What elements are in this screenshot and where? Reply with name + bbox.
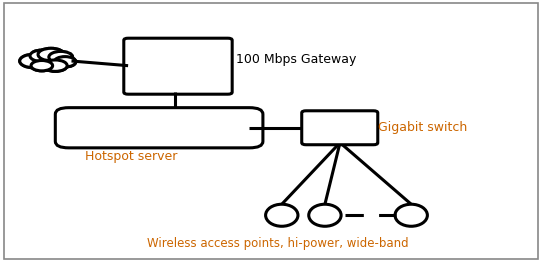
Circle shape: [30, 50, 54, 62]
Circle shape: [54, 57, 76, 67]
FancyBboxPatch shape: [55, 108, 263, 148]
Ellipse shape: [266, 204, 298, 226]
Text: 100 Mbps Gateway: 100 Mbps Gateway: [236, 53, 356, 66]
Circle shape: [20, 54, 48, 68]
Circle shape: [54, 57, 76, 67]
Circle shape: [31, 61, 53, 71]
Text: Hotspot server: Hotspot server: [85, 150, 177, 163]
Circle shape: [20, 54, 48, 68]
FancyBboxPatch shape: [124, 38, 232, 94]
Circle shape: [30, 50, 54, 62]
Text: Gigabit switch: Gigabit switch: [378, 121, 467, 134]
Circle shape: [43, 60, 67, 71]
Text: Wireless access points, hi-power, wide-band: Wireless access points, hi-power, wide-b…: [147, 237, 409, 250]
FancyBboxPatch shape: [302, 111, 378, 145]
Circle shape: [38, 48, 64, 61]
Polygon shape: [29, 51, 69, 66]
Circle shape: [30, 50, 54, 62]
Circle shape: [31, 61, 53, 71]
Circle shape: [31, 61, 53, 71]
Circle shape: [49, 51, 73, 63]
Circle shape: [49, 51, 73, 63]
Circle shape: [38, 48, 64, 61]
Ellipse shape: [309, 204, 341, 226]
Ellipse shape: [395, 204, 428, 226]
Circle shape: [43, 60, 67, 71]
Circle shape: [20, 54, 48, 68]
Circle shape: [49, 51, 73, 63]
Circle shape: [38, 48, 64, 61]
Circle shape: [43, 60, 67, 71]
Circle shape: [54, 57, 76, 67]
